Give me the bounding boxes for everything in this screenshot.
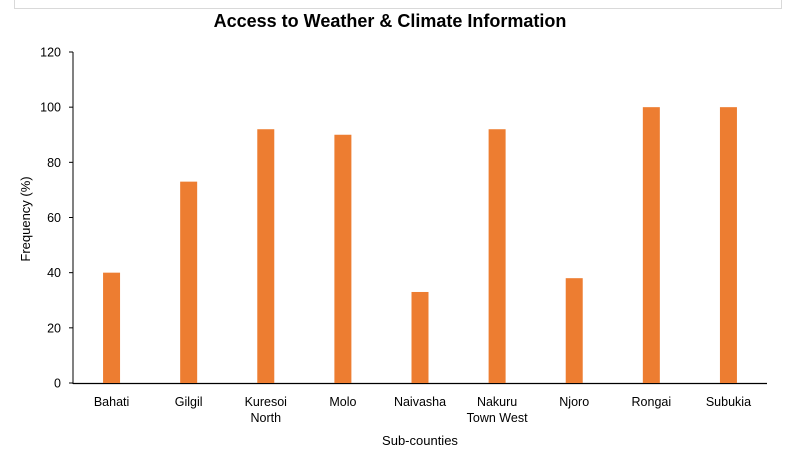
- x-tick-label-line: Rongai: [632, 395, 672, 409]
- x-axis-label: Sub-counties: [382, 433, 458, 448]
- x-tick-label-line: Nakuru: [477, 395, 517, 409]
- bar-kuresoi-north: [257, 129, 275, 383]
- x-tick-label-line: Gilgil: [175, 395, 203, 409]
- bars-group: [103, 107, 737, 384]
- chart-frame-top-edge: [14, 0, 782, 9]
- chart-title: Access to Weather & Climate Information: [214, 11, 567, 31]
- y-tick-label: 0: [54, 377, 61, 391]
- x-tick-label: Gilgil: [175, 395, 203, 409]
- x-tick-label-line: Naivasha: [394, 395, 446, 409]
- x-tick-label: Molo: [329, 395, 356, 409]
- x-tick-label-line: Njoro: [559, 395, 589, 409]
- y-tick-label: 20: [47, 321, 61, 335]
- x-ticks-group: Bahati Gilgil Kuresoi North Molo Naivasha Naku…: [94, 395, 751, 425]
- y-tick-label: 80: [47, 156, 61, 170]
- bar-rongai: [642, 107, 660, 384]
- x-tick-label-line: Bahati: [94, 395, 129, 409]
- x-tick-label: Bahati: [94, 395, 129, 409]
- x-tick-label: Rongai: [632, 395, 672, 409]
- y-tick-label: 120: [40, 46, 61, 60]
- x-tick-label: Kuresoi North: [245, 395, 287, 425]
- y-tick-label: 100: [40, 101, 61, 115]
- x-tick-label-line: Subukia: [706, 395, 751, 409]
- x-tick-label: Njoro: [559, 395, 589, 409]
- y-tick-label: 60: [47, 211, 61, 225]
- bar-naivasha: [411, 291, 429, 383]
- bar-njoro: [565, 278, 583, 383]
- bar-subukia: [719, 107, 737, 384]
- x-tick-label: Subukia: [706, 395, 751, 409]
- y-tick-label: 40: [47, 266, 61, 280]
- x-tick-label: Nakuru Town West: [467, 395, 528, 425]
- x-tick-label: Naivasha: [394, 395, 446, 409]
- x-tick-label-line: Kuresoi: [245, 395, 287, 409]
- y-ticks-group: 0 20 40 60 80 100 120: [40, 46, 73, 391]
- x-tick-label-line: Town West: [467, 411, 528, 425]
- bar-gilgil: [180, 181, 198, 383]
- y-axis-label: Frequency (%): [18, 176, 33, 261]
- x-tick-label-line: North: [250, 411, 281, 425]
- x-tick-label-line: Molo: [329, 395, 356, 409]
- bar-bahati: [103, 272, 121, 383]
- bar-molo: [334, 134, 352, 383]
- bar-nakuru-town-west: [488, 129, 506, 383]
